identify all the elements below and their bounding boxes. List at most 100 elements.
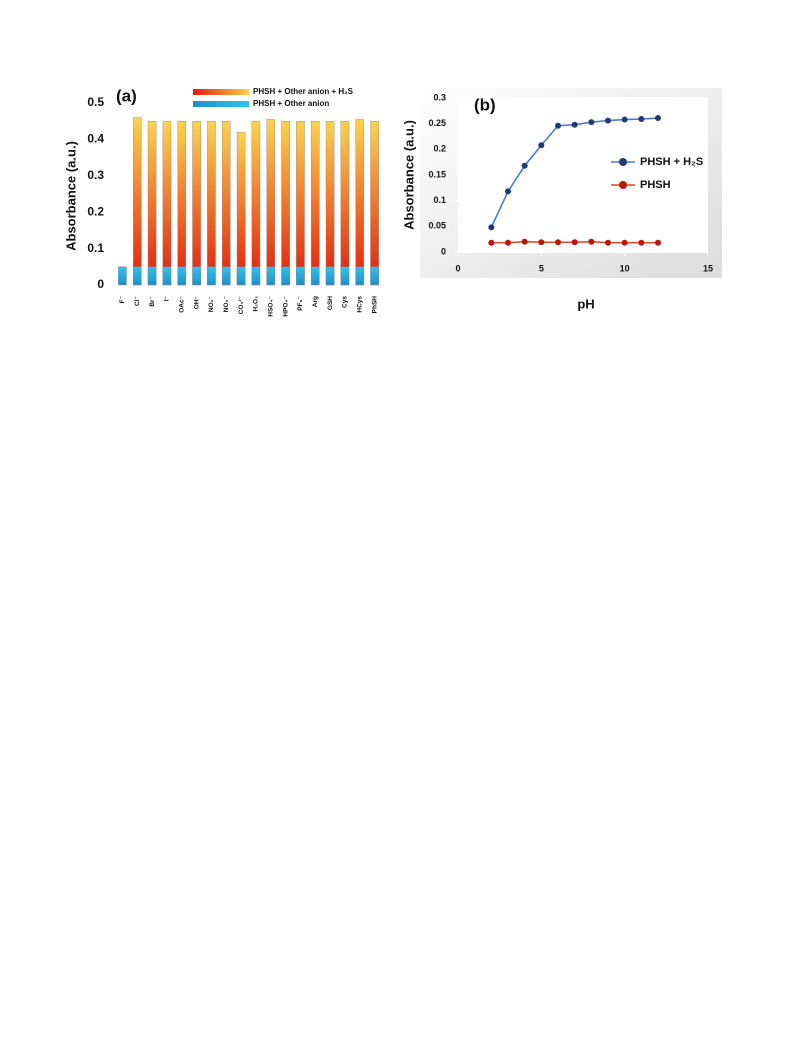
data-point (655, 239, 661, 246)
x-tick-label: 5 (539, 263, 544, 273)
legend-swatch (193, 101, 249, 107)
x-tick-label: H₂O₂ (253, 296, 260, 312)
data-point (655, 115, 661, 122)
bar (192, 266, 201, 286)
bar (281, 120, 290, 286)
bar (251, 266, 261, 286)
data-point (555, 239, 561, 246)
y-tick-label: 0.5 (87, 95, 104, 109)
data-point (605, 117, 611, 124)
bar (192, 120, 201, 286)
bar (177, 120, 187, 286)
y-tick-label: 0.2 (433, 144, 446, 154)
data-point (505, 188, 511, 195)
data-point (538, 142, 545, 149)
x-tick-label: HPO₄⁻ (282, 296, 289, 317)
bar (177, 266, 187, 286)
bar (266, 119, 276, 286)
x-tick-label: 0 (455, 263, 460, 273)
x-tick-label: CO₃²⁻ (238, 296, 245, 314)
data-point (488, 224, 495, 231)
bar (340, 120, 350, 286)
legend-label: PHSH + H₂S (640, 156, 703, 168)
y-axis-label: Absorbance (a.u.) (63, 141, 78, 251)
y-axis-label: Absorbance (a.u.) (401, 120, 416, 230)
bar (118, 266, 127, 286)
bar (132, 266, 142, 286)
bar (281, 266, 290, 286)
x-tick-label: 15 (703, 263, 713, 273)
bar (355, 266, 365, 286)
data-point (621, 116, 628, 123)
bar (207, 266, 216, 286)
bar (370, 266, 379, 286)
y-tick-label: 0.2 (87, 204, 104, 218)
data-point (621, 239, 628, 246)
data-point (521, 162, 528, 169)
x-tick-label: Cys (342, 296, 349, 308)
x-tick-label: 10 (620, 263, 630, 273)
bar (370, 120, 379, 286)
data-point (505, 239, 511, 246)
bar (147, 266, 157, 286)
y-tick-label: 0 (441, 246, 446, 256)
x-tick-label: Cl⁻ (134, 296, 141, 306)
x-tick-label: OH⁻ (193, 296, 200, 309)
y-tick-label: 0.3 (87, 168, 104, 182)
data-point (638, 116, 645, 123)
data-point (605, 239, 611, 246)
data-point (538, 239, 545, 246)
bar (236, 266, 246, 286)
legend-marker (619, 181, 627, 189)
bar (325, 120, 335, 286)
y-tick-label: 0.05 (428, 221, 446, 231)
bar (207, 120, 216, 286)
bar (251, 120, 261, 286)
data-point (488, 239, 495, 246)
x-tick-label: HCys (356, 296, 363, 313)
bar (162, 266, 172, 286)
legend-label: PHSH + Other anion + H₂S (253, 87, 354, 96)
data-point (571, 239, 578, 246)
chart-title: (a) (116, 86, 137, 105)
y-tick-label: 0.1 (87, 241, 104, 255)
bar (266, 266, 276, 286)
x-tick-label: NO₃⁻ (223, 296, 230, 312)
bar (162, 120, 172, 286)
x-tick-label: Arg (312, 296, 319, 307)
data-point (638, 239, 645, 246)
legend-label: PHSH + Other anion (253, 99, 329, 108)
y-tick-label: 0.3 (433, 92, 446, 102)
legend-marker (619, 158, 627, 166)
plot-area (458, 97, 708, 253)
x-tick-label: F⁻ (119, 296, 126, 303)
data-point (588, 119, 595, 126)
x-tick-label: HSO₄⁻ (267, 296, 274, 317)
y-tick-label: 0.25 (428, 118, 446, 128)
x-tick-label: GSH (327, 296, 334, 310)
bar (355, 119, 365, 286)
bar (132, 117, 142, 286)
x-tick-label: Br⁻ (149, 296, 156, 307)
x-tick-label: PhSH (371, 296, 378, 314)
x-tick-label: PF₆⁻ (297, 296, 304, 311)
bar (147, 120, 157, 286)
bar (310, 266, 320, 286)
y-tick-label: 0.1 (433, 195, 446, 205)
bar (325, 266, 335, 286)
legend-label: PHSH (640, 179, 671, 191)
bar (310, 120, 320, 286)
x-tick-label: NO₂⁻ (208, 296, 215, 312)
y-tick-label: 0 (97, 277, 104, 291)
bar (340, 266, 350, 286)
x-tick-label: I⁻ (164, 296, 171, 301)
bar (296, 266, 305, 286)
bar (236, 131, 246, 286)
y-tick-label: 0.15 (428, 169, 446, 179)
data-point (521, 238, 528, 245)
x-axis-label: pH (577, 296, 594, 311)
data-point (571, 121, 578, 128)
data-point (555, 122, 561, 129)
data-point (588, 238, 595, 245)
